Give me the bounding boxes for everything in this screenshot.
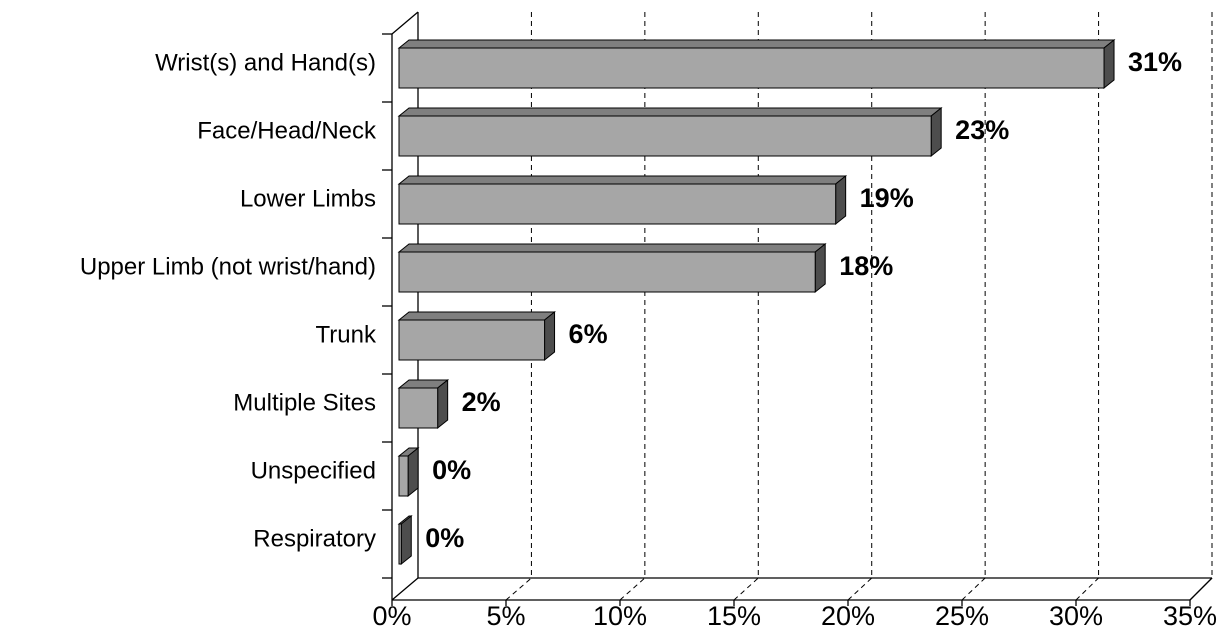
y-tick-label: Respiratory bbox=[253, 525, 376, 552]
bar-side bbox=[437, 378, 449, 430]
x-tick-label: 0% bbox=[372, 601, 411, 631]
value-label: 2% bbox=[462, 387, 501, 417]
bar-top bbox=[397, 39, 1116, 49]
bar bbox=[398, 523, 402, 565]
bar-top bbox=[397, 107, 943, 117]
x-tick-label: 20% bbox=[821, 601, 875, 631]
bar-side bbox=[544, 310, 556, 362]
floor-grid-line bbox=[1075, 577, 1099, 601]
bar bbox=[398, 251, 816, 293]
bar-side bbox=[814, 242, 826, 294]
bar bbox=[398, 183, 837, 225]
bar bbox=[398, 455, 409, 497]
y-tick-label: Multiple Sites bbox=[233, 389, 376, 416]
y-tick-label: Face/Head/Neck bbox=[197, 117, 377, 144]
floor-grid-line bbox=[733, 577, 759, 601]
y-tick-label: Wrist(s) and Hand(s) bbox=[155, 49, 376, 76]
y-tick-label: Lower Limbs bbox=[240, 185, 376, 212]
bar-side bbox=[930, 106, 942, 158]
floor-grid-line bbox=[619, 577, 646, 601]
bar-side bbox=[1103, 38, 1115, 90]
bar bbox=[398, 319, 546, 361]
floor-grid-line bbox=[847, 577, 873, 601]
y-tick-label: Upper Limb (not wrist/hand) bbox=[80, 253, 376, 280]
bar-top bbox=[397, 175, 848, 185]
value-label: 18% bbox=[839, 251, 893, 281]
bar-side bbox=[407, 446, 419, 498]
floor-grid-line bbox=[961, 577, 986, 601]
value-label: 23% bbox=[955, 115, 1009, 145]
bar bbox=[398, 115, 932, 157]
bar-side bbox=[835, 174, 847, 226]
value-label: 19% bbox=[860, 183, 914, 213]
floor-left-edge bbox=[391, 577, 419, 601]
bar bbox=[398, 47, 1105, 89]
bar-top bbox=[397, 243, 827, 253]
y-tick-label: Unspecified bbox=[251, 457, 376, 484]
value-label: 31% bbox=[1128, 47, 1182, 77]
floor-right-edge bbox=[1189, 577, 1213, 601]
x-tick-label: 25% bbox=[935, 601, 989, 631]
x-tick-label: 10% bbox=[593, 601, 647, 631]
value-label: 0% bbox=[425, 523, 464, 553]
bar-side bbox=[400, 514, 412, 566]
y-tick-label: Trunk bbox=[316, 321, 377, 348]
floor-grid-line bbox=[505, 577, 532, 601]
x-tick-label: 5% bbox=[486, 601, 525, 631]
x-tick-label: 15% bbox=[707, 601, 761, 631]
value-label: 6% bbox=[569, 319, 608, 349]
x-tick-label: 30% bbox=[1049, 601, 1103, 631]
bar-top bbox=[397, 311, 556, 321]
value-label: 0% bbox=[432, 455, 471, 485]
wall-top-edge bbox=[391, 11, 419, 35]
x-tick-label: 35% bbox=[1163, 601, 1217, 631]
axes-frame bbox=[382, 11, 1213, 601]
bar bbox=[398, 387, 439, 429]
